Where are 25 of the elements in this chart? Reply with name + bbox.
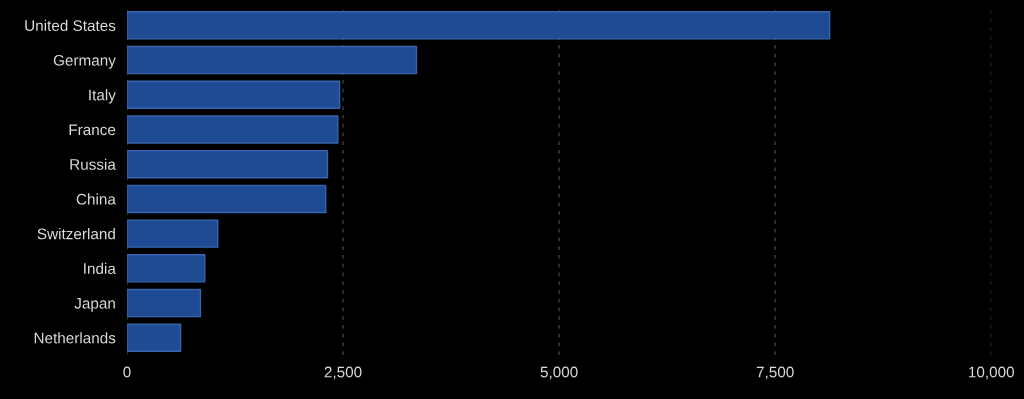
y-tick-label: Netherlands <box>34 332 116 344</box>
y-tick-label: United States <box>25 19 116 32</box>
x-tick-label: 0 <box>123 366 131 378</box>
y-tick-label: Russia <box>70 158 116 170</box>
bar <box>126 288 202 318</box>
y-tick-label: Italy <box>89 89 116 104</box>
y-tick-label: Switzerland <box>37 228 115 240</box>
bar <box>126 184 327 214</box>
y-tick-label: Japan <box>74 298 115 312</box>
bar <box>126 149 329 179</box>
bar <box>126 323 182 352</box>
bar <box>126 11 831 40</box>
bar <box>126 115 339 144</box>
x-tick-label: 2,500 <box>324 366 362 380</box>
y-tick-label: France <box>69 124 116 136</box>
bar <box>126 219 219 248</box>
x-tick-label: 10,000 <box>969 366 1014 380</box>
y-tick-label: Germany <box>53 54 116 69</box>
bar <box>126 254 206 283</box>
x-tick-label: 7,500 <box>756 366 794 380</box>
x-tick-label: 5,000 <box>540 366 578 380</box>
y-tick-label: China <box>76 193 116 205</box>
bar <box>126 45 418 75</box>
bar <box>126 80 341 109</box>
y-tick-label: India <box>84 262 116 275</box>
